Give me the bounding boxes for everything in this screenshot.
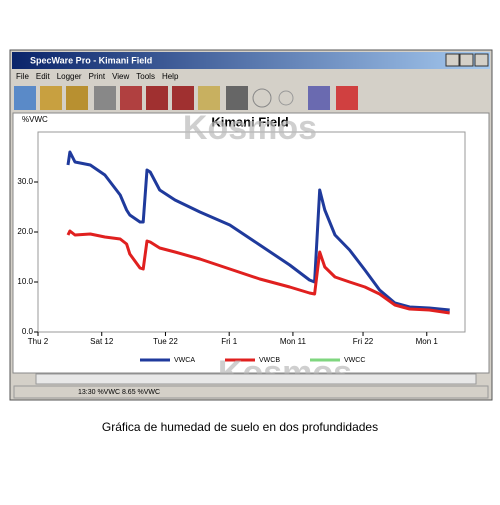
title-bar: [12, 52, 490, 69]
tool-button[interactable]: [120, 86, 142, 110]
x-tick-label: Mon 1: [416, 337, 439, 346]
menu-item[interactable]: Tools: [136, 72, 155, 81]
y-tick-label: 0.0: [22, 327, 34, 336]
tool-button[interactable]: [278, 90, 294, 106]
x-tick-label: Tue 22: [153, 337, 178, 346]
maximize-button[interactable]: [459, 53, 474, 67]
x-tick-label: Mon 11: [280, 337, 307, 346]
toolbar: [14, 86, 358, 110]
window-title: SpecWare Pro - Kimani Field: [30, 55, 152, 65]
tool-button[interactable]: [172, 86, 194, 110]
tool-button[interactable]: [198, 86, 220, 110]
x-tick-label: Sat 12: [90, 337, 114, 346]
y-tick-label: 30.0: [17, 177, 33, 186]
x-tick-label: Thu 2: [28, 337, 49, 346]
tool-button[interactable]: [308, 86, 330, 110]
menu-item[interactable]: Edit: [36, 72, 51, 81]
close-button[interactable]: [474, 53, 489, 67]
x-tick-label: Fri 1: [221, 337, 238, 346]
x-tick-label: Fri 22: [353, 337, 374, 346]
tool-button[interactable]: [226, 86, 248, 110]
chart: 0.0 10.0 20.0 30.0 Thu 2 Sat 12 Tue 22 Fri 1 Mon…: [17, 131, 466, 364]
chart-title: Kimani Field: [211, 114, 288, 129]
menu-item[interactable]: File: [16, 72, 29, 81]
window-buttons[interactable]: [445, 53, 489, 67]
y-axis-label: %VWC: [22, 115, 48, 124]
y-tick-label: 10.0: [17, 277, 33, 286]
chart-panel: [12, 112, 490, 374]
tool-button[interactable]: [66, 86, 88, 110]
menu-item[interactable]: Logger: [57, 72, 82, 81]
series-line: [66, 150, 450, 312]
menu-bar: File Edit Logger Print View Tools Help: [16, 72, 179, 81]
scrollbar[interactable]: [35, 373, 477, 385]
menu-item[interactable]: View: [112, 72, 129, 81]
caption: Gráfica de humedad de suelo en dos profu…: [102, 420, 378, 434]
menu-item[interactable]: Print: [89, 72, 106, 81]
tool-button[interactable]: [14, 86, 36, 110]
tool-button[interactable]: [94, 86, 116, 110]
tool-button[interactable]: [40, 86, 62, 110]
legend-label: VWCA: [174, 357, 195, 364]
status-text: 13:30 %VWC 8.65 %VWC: [78, 389, 160, 396]
tool-button[interactable]: [336, 86, 358, 110]
y-tick-label: 20.0: [17, 227, 33, 236]
minimize-button[interactable]: [445, 53, 460, 67]
menu-item[interactable]: Help: [162, 72, 179, 81]
status-bar: [13, 385, 489, 399]
watermark: Kosmos: [183, 109, 317, 147]
legend-label: VWCC: [344, 357, 365, 364]
tool-button[interactable]: [146, 86, 168, 110]
tool-button[interactable]: [252, 88, 272, 108]
legend-label: VWCB: [259, 357, 280, 364]
series-line: [66, 229, 450, 315]
